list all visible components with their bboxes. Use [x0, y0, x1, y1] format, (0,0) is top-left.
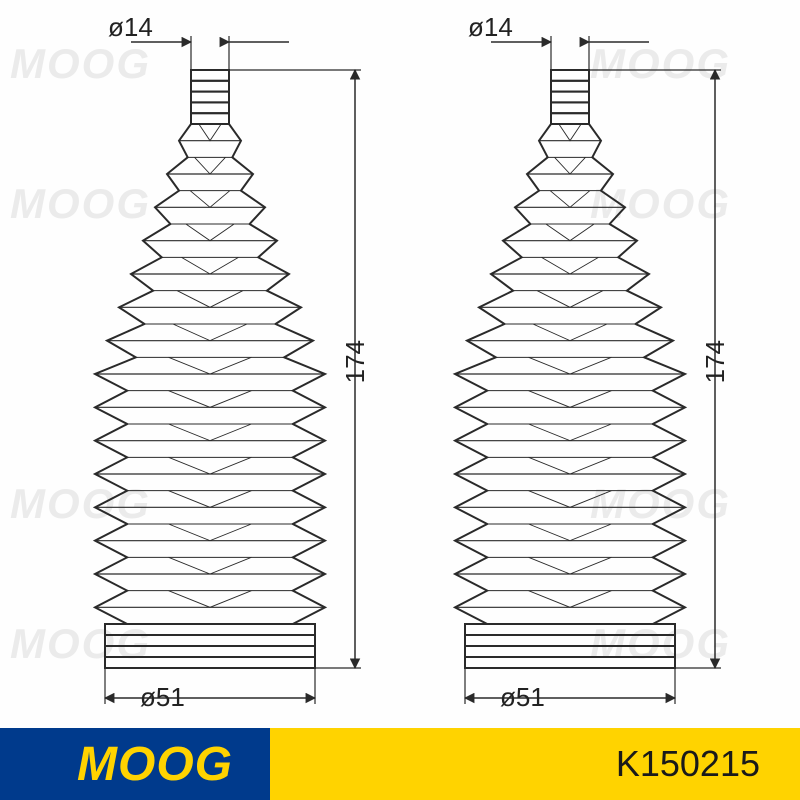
- dim-height-1: 174: [340, 340, 371, 383]
- technical-drawing: [0, 0, 800, 800]
- dim-top-diameter-1: ø14: [108, 12, 153, 43]
- dim-height-2: 174: [700, 340, 731, 383]
- logo-band: MOOG K150215: [0, 728, 800, 800]
- logo-panel: MOOG: [0, 728, 310, 800]
- part-panel: K150215: [270, 728, 800, 800]
- part-number: K150215: [616, 743, 760, 785]
- brand-logo: MOOG: [77, 737, 233, 792]
- dim-bottom-diameter-1: ø51: [140, 682, 185, 713]
- dim-bottom-diameter-2: ø51: [500, 682, 545, 713]
- dim-top-diameter-2: ø14: [468, 12, 513, 43]
